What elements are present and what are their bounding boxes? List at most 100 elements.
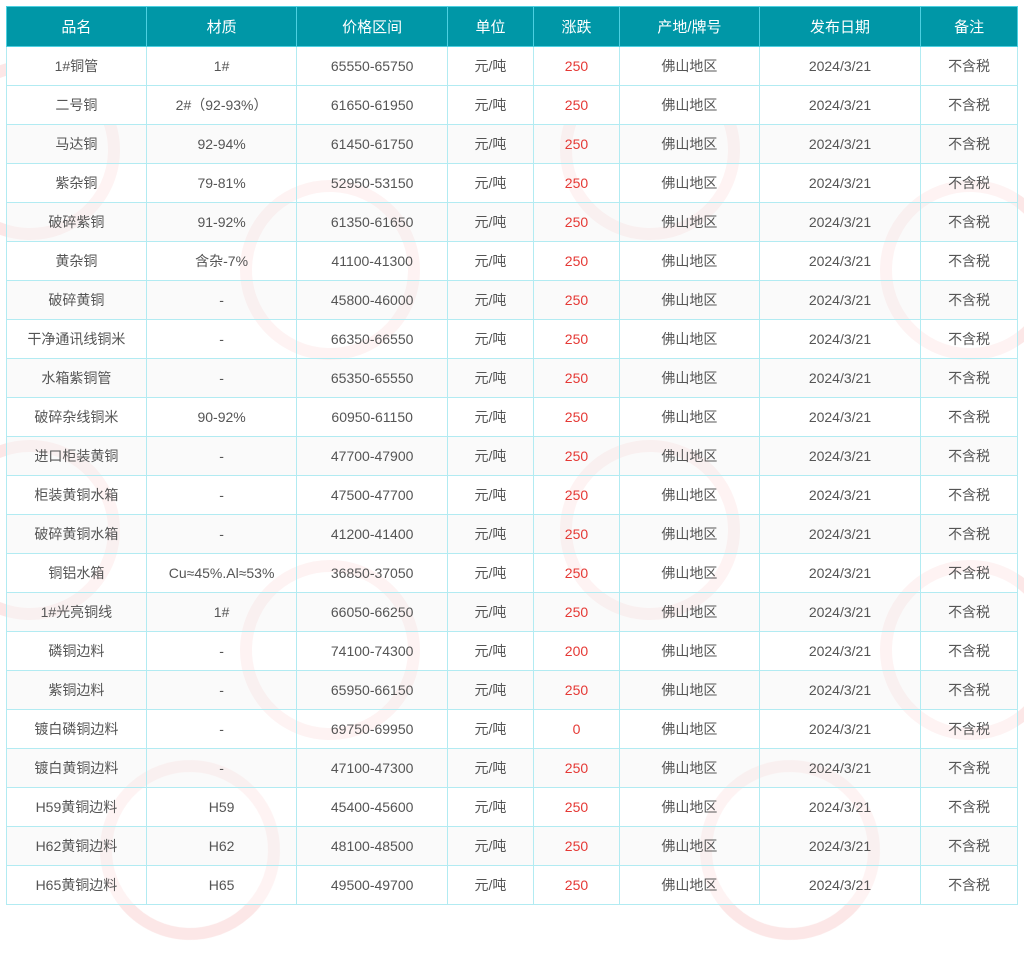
cell-origin: 佛山地区 [620, 47, 760, 86]
cell-date: 2024/3/21 [759, 554, 920, 593]
cell-price: 45400-45600 [297, 788, 448, 827]
cell-material: H59 [146, 788, 297, 827]
cell-unit: 元/吨 [447, 593, 533, 632]
table-row: H65黄铜边料H6549500-49700元/吨250佛山地区2024/3/21… [7, 866, 1018, 905]
table-row: H62黄铜边料H6248100-48500元/吨250佛山地区2024/3/21… [7, 827, 1018, 866]
table-row: 破碎黄铜水箱-41200-41400元/吨250佛山地区2024/3/21不含税 [7, 515, 1018, 554]
cell-unit: 元/吨 [447, 554, 533, 593]
cell-material: 1# [146, 593, 297, 632]
cell-change: 250 [533, 671, 619, 710]
cell-price: 69750-69950 [297, 710, 448, 749]
table-row: 二号铜2#（92-93%）61650-61950元/吨250佛山地区2024/3… [7, 86, 1018, 125]
cell-change: 250 [533, 203, 619, 242]
cell-unit: 元/吨 [447, 710, 533, 749]
table-row: 紫杂铜79-81%52950-53150元/吨250佛山地区2024/3/21不… [7, 164, 1018, 203]
cell-name: 进口柜装黄铜 [7, 437, 147, 476]
cell-material: Cu≈45%.Al≈53% [146, 554, 297, 593]
cell-name: 1#铜管 [7, 47, 147, 86]
cell-change: 250 [533, 164, 619, 203]
cell-change: 250 [533, 242, 619, 281]
cell-date: 2024/3/21 [759, 593, 920, 632]
cell-material: - [146, 671, 297, 710]
cell-unit: 元/吨 [447, 47, 533, 86]
col-change: 涨跌 [533, 7, 619, 47]
cell-name: 柜装黄铜水箱 [7, 476, 147, 515]
cell-unit: 元/吨 [447, 242, 533, 281]
col-date: 发布日期 [759, 7, 920, 47]
cell-price: 65550-65750 [297, 47, 448, 86]
cell-unit: 元/吨 [447, 749, 533, 788]
cell-note: 不含税 [921, 554, 1018, 593]
cell-change: 250 [533, 515, 619, 554]
cell-origin: 佛山地区 [620, 203, 760, 242]
cell-change: 250 [533, 437, 619, 476]
cell-name: 马达铜 [7, 125, 147, 164]
table-body: 1#铜管1#65550-65750元/吨250佛山地区2024/3/21不含税二… [7, 47, 1018, 905]
cell-name: 二号铜 [7, 86, 147, 125]
cell-date: 2024/3/21 [759, 242, 920, 281]
cell-origin: 佛山地区 [620, 593, 760, 632]
cell-note: 不含税 [921, 203, 1018, 242]
cell-origin: 佛山地区 [620, 242, 760, 281]
cell-name: 黄杂铜 [7, 242, 147, 281]
col-price: 价格区间 [297, 7, 448, 47]
cell-price: 47500-47700 [297, 476, 448, 515]
cell-material: - [146, 476, 297, 515]
cell-name: 镀白黄铜边料 [7, 749, 147, 788]
cell-material: 92-94% [146, 125, 297, 164]
cell-change: 250 [533, 281, 619, 320]
cell-price: 48100-48500 [297, 827, 448, 866]
table-row: 马达铜92-94%61450-61750元/吨250佛山地区2024/3/21不… [7, 125, 1018, 164]
cell-unit: 元/吨 [447, 398, 533, 437]
cell-unit: 元/吨 [447, 281, 533, 320]
cell-date: 2024/3/21 [759, 788, 920, 827]
table-row: 1#光亮铜线1#66050-66250元/吨250佛山地区2024/3/21不含… [7, 593, 1018, 632]
cell-change: 250 [533, 749, 619, 788]
col-note: 备注 [921, 7, 1018, 47]
cell-price: 52950-53150 [297, 164, 448, 203]
col-unit: 单位 [447, 7, 533, 47]
cell-change: 250 [533, 866, 619, 905]
cell-change: 200 [533, 632, 619, 671]
cell-price: 41200-41400 [297, 515, 448, 554]
cell-material: - [146, 515, 297, 554]
cell-change: 250 [533, 554, 619, 593]
cell-material: 90-92% [146, 398, 297, 437]
cell-unit: 元/吨 [447, 164, 533, 203]
cell-origin: 佛山地区 [620, 710, 760, 749]
cell-origin: 佛山地区 [620, 554, 760, 593]
table-row: 磷铜边料-74100-74300元/吨200佛山地区2024/3/21不含税 [7, 632, 1018, 671]
cell-material: 1# [146, 47, 297, 86]
table-header-row: 品名 材质 价格区间 单位 涨跌 产地/牌号 发布日期 备注 [7, 7, 1018, 47]
cell-material: 含杂-7% [146, 242, 297, 281]
cell-date: 2024/3/21 [759, 632, 920, 671]
cell-note: 不含税 [921, 710, 1018, 749]
cell-origin: 佛山地区 [620, 515, 760, 554]
cell-price: 66350-66550 [297, 320, 448, 359]
cell-unit: 元/吨 [447, 827, 533, 866]
cell-note: 不含税 [921, 827, 1018, 866]
cell-origin: 佛山地区 [620, 359, 760, 398]
cell-unit: 元/吨 [447, 359, 533, 398]
cell-origin: 佛山地区 [620, 437, 760, 476]
price-table: 品名 材质 价格区间 单位 涨跌 产地/牌号 发布日期 备注 1#铜管1#655… [6, 6, 1018, 905]
cell-date: 2024/3/21 [759, 515, 920, 554]
cell-name: 1#光亮铜线 [7, 593, 147, 632]
cell-change: 250 [533, 47, 619, 86]
cell-price: 49500-49700 [297, 866, 448, 905]
cell-price: 60950-61150 [297, 398, 448, 437]
table-row: 铜铝水箱Cu≈45%.Al≈53%36850-37050元/吨250佛山地区20… [7, 554, 1018, 593]
cell-note: 不含税 [921, 125, 1018, 164]
cell-origin: 佛山地区 [620, 86, 760, 125]
cell-origin: 佛山地区 [620, 788, 760, 827]
cell-note: 不含税 [921, 437, 1018, 476]
cell-note: 不含税 [921, 359, 1018, 398]
cell-price: 47700-47900 [297, 437, 448, 476]
cell-note: 不含税 [921, 164, 1018, 203]
cell-name: 破碎杂线铜米 [7, 398, 147, 437]
cell-name: 紫杂铜 [7, 164, 147, 203]
cell-change: 250 [533, 827, 619, 866]
cell-note: 不含税 [921, 476, 1018, 515]
cell-price: 61350-61650 [297, 203, 448, 242]
cell-date: 2024/3/21 [759, 164, 920, 203]
